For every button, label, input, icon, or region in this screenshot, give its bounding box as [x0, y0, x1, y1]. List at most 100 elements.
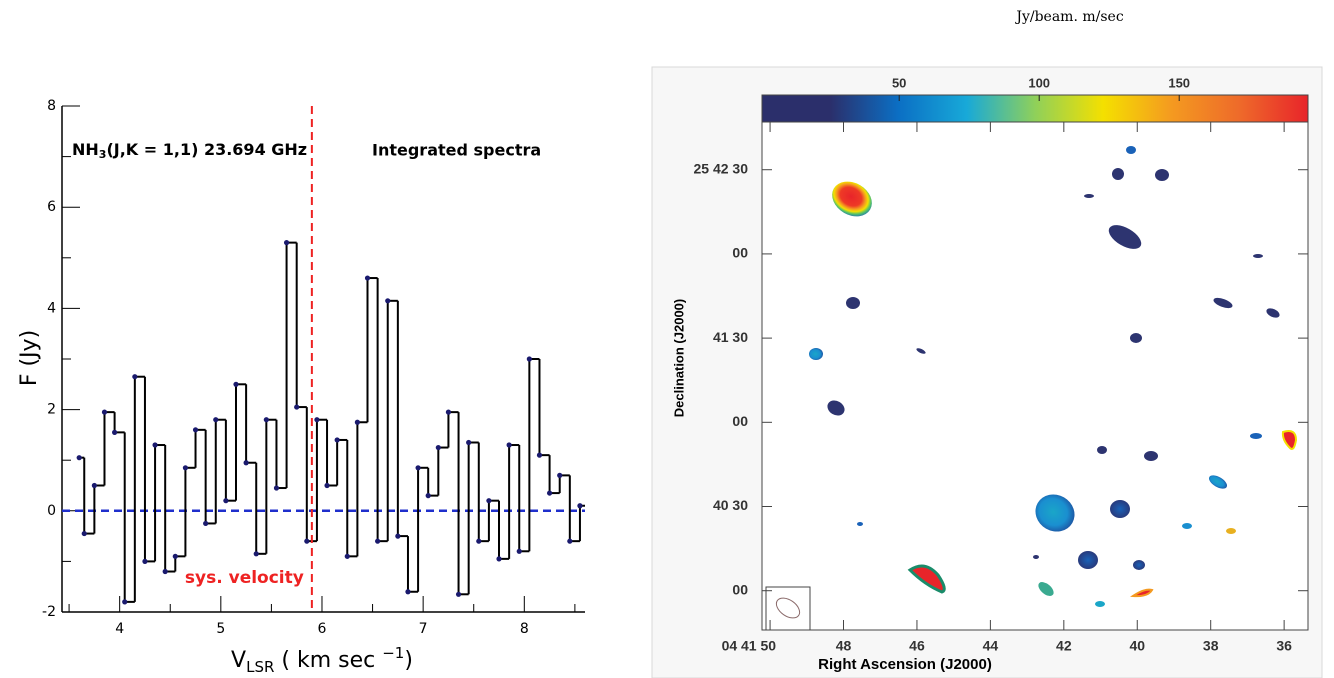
- point: [112, 429, 118, 435]
- blob: [1155, 169, 1169, 181]
- point: [536, 452, 543, 458]
- y-tick-label: 0: [47, 503, 56, 519]
- point: [425, 493, 431, 499]
- colorbar-tick-label: 150: [1168, 75, 1190, 90]
- point: [354, 419, 360, 425]
- blob: [1253, 254, 1263, 258]
- beam: [775, 597, 801, 619]
- point: [415, 465, 421, 471]
- x-tick-label: 40: [1129, 638, 1145, 654]
- blob: [1130, 333, 1142, 343]
- annotation-sub: 3: [99, 148, 107, 161]
- blob: [1226, 528, 1236, 534]
- point: [132, 374, 138, 380]
- point: [506, 442, 512, 448]
- blob: [827, 400, 845, 416]
- annotation: NH3(J,K = 1,1) 23.694 GHz: [72, 140, 307, 162]
- point: [101, 409, 108, 415]
- x-tick-label: 42: [1056, 638, 1072, 654]
- point: [91, 482, 97, 489]
- blob: [1033, 555, 1039, 559]
- y-tick-label: -2: [42, 604, 56, 620]
- point: [76, 455, 82, 461]
- blob: [1182, 523, 1192, 529]
- point: [476, 538, 482, 544]
- point: [405, 589, 411, 595]
- annotation-main: NH: [72, 140, 99, 159]
- point: [567, 538, 573, 544]
- emission: [809, 146, 1298, 607]
- x-tick-label: 6: [318, 621, 327, 637]
- point: [263, 417, 269, 423]
- annotation: Integrated spectra: [372, 141, 541, 160]
- point: [375, 538, 381, 544]
- blob: [1126, 146, 1136, 154]
- blob: [1213, 297, 1233, 309]
- point: [557, 472, 563, 478]
- x-tick-label: 5: [216, 621, 225, 637]
- point: [294, 404, 300, 410]
- blob: [1097, 446, 1107, 454]
- point: [203, 520, 209, 527]
- point: [486, 498, 492, 504]
- blob: [1129, 588, 1154, 598]
- y-tick-label: 25 42 30: [694, 160, 749, 176]
- blob: [1144, 451, 1158, 461]
- blob: [1110, 500, 1130, 518]
- beam-box: [765, 586, 811, 631]
- blob: [846, 297, 860, 309]
- colorbar-label: Jy/beam. m/sec: [1014, 9, 1123, 25]
- x-tick-label: 36: [1276, 638, 1292, 654]
- x-axis-label: Right Ascension (J2000): [818, 656, 992, 673]
- blob: [857, 522, 863, 526]
- y-tick-label: 6: [47, 199, 56, 215]
- point: [445, 409, 452, 415]
- point: [526, 356, 532, 362]
- point: [385, 298, 391, 304]
- x-label-sub: LSR: [246, 658, 274, 676]
- colorbar: [761, 94, 1309, 123]
- blob: [1133, 560, 1145, 570]
- y-tick-label: 00: [732, 581, 748, 597]
- y-tick-label: 2: [47, 402, 56, 418]
- blob: [1250, 433, 1262, 439]
- point: [334, 437, 340, 443]
- point: [466, 439, 472, 446]
- point: [122, 599, 128, 605]
- point: [516, 548, 522, 554]
- point: [283, 240, 290, 246]
- blob: [1084, 194, 1094, 198]
- point: [314, 417, 320, 423]
- blob: [1095, 601, 1105, 607]
- blob: [809, 348, 823, 360]
- x-label-end: ): [404, 648, 413, 673]
- x-tick-label: 7: [419, 621, 428, 637]
- annotation-rest: (J,K = 1,1) 23.694 GHz: [106, 140, 307, 159]
- y-tick-label: 00: [732, 245, 748, 261]
- point: [213, 417, 219, 423]
- y-axis-label: Declination (J2000): [671, 299, 686, 418]
- point: [344, 553, 350, 559]
- point: [395, 533, 401, 539]
- x-label-main: V: [231, 648, 246, 673]
- point: [364, 275, 371, 281]
- blob: [1035, 494, 1075, 532]
- point: [546, 490, 553, 496]
- x-label-rest: ( km sec: [274, 648, 382, 673]
- blob: [1281, 430, 1298, 450]
- x-tick-label: 8: [520, 621, 529, 637]
- point: [162, 568, 168, 575]
- point: [253, 551, 259, 557]
- point: [233, 381, 239, 387]
- point: [435, 444, 441, 451]
- x-tick-label: 4: [115, 621, 124, 637]
- blob: [1108, 225, 1142, 249]
- y-axis-label: F (Jy): [17, 330, 42, 386]
- y-tick-label: 4: [47, 300, 56, 316]
- blob: [1208, 475, 1228, 489]
- point: [455, 591, 462, 597]
- blob: [1112, 168, 1124, 180]
- x-tick-label: 44: [983, 638, 999, 654]
